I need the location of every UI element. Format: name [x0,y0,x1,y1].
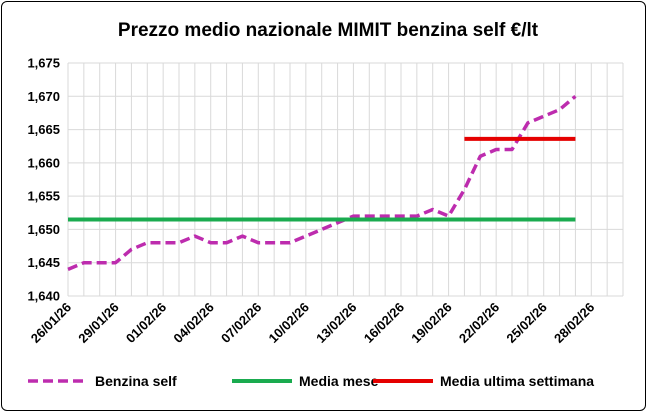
legend: Benzina self Media mese Media ultima setti… [28,373,594,389]
x-tick-label: 04/02/26 [170,300,216,346]
y-tick-label: 1,645 [27,255,60,270]
y-tick-label: 1,675 [27,56,60,71]
x-tick-label: 16/02/26 [361,300,407,346]
y-tick-label: 1,655 [27,189,60,204]
series-line-benzina-self [67,94,577,271]
x-tick-label: 29/01/26 [75,300,121,346]
y-tick-label: 1,650 [27,222,60,237]
y-tick-label: 1,660 [27,155,60,170]
series-lines [67,94,577,271]
x-tick-label: 26/01/26 [28,300,74,346]
legend-label: Benzina self [95,373,177,389]
x-tick-label: 19/02/26 [408,300,454,346]
y-axis-ticks: 1,640 1,645 1,650 1,655 1,660 1,665 1,670 1,675 [27,56,60,304]
x-tick-label: 13/02/26 [313,300,359,346]
x-tick-label: 01/02/26 [123,300,169,346]
x-tick-label: 28/02/26 [551,300,597,346]
x-tick-label: 07/02/26 [218,300,264,346]
legend-label: Media ultima settimana [440,373,594,389]
legend-label: Media mese [299,373,379,389]
y-tick-label: 1,670 [27,89,60,104]
x-tick-label: 22/02/26 [456,300,502,346]
y-tick-label: 1,640 [27,289,60,304]
x-tick-label: 25/02/26 [503,300,549,346]
gridlines [67,62,624,297]
x-tick-label: 10/02/26 [266,300,312,346]
chart-title: Prezzo medio nazionale MIMIT benzina sel… [118,20,539,41]
y-tick-label: 1,665 [27,122,60,137]
x-axis-ticks: 26/01/26 29/01/26 01/02/26 04/02/26 07/02/26… [28,300,598,346]
